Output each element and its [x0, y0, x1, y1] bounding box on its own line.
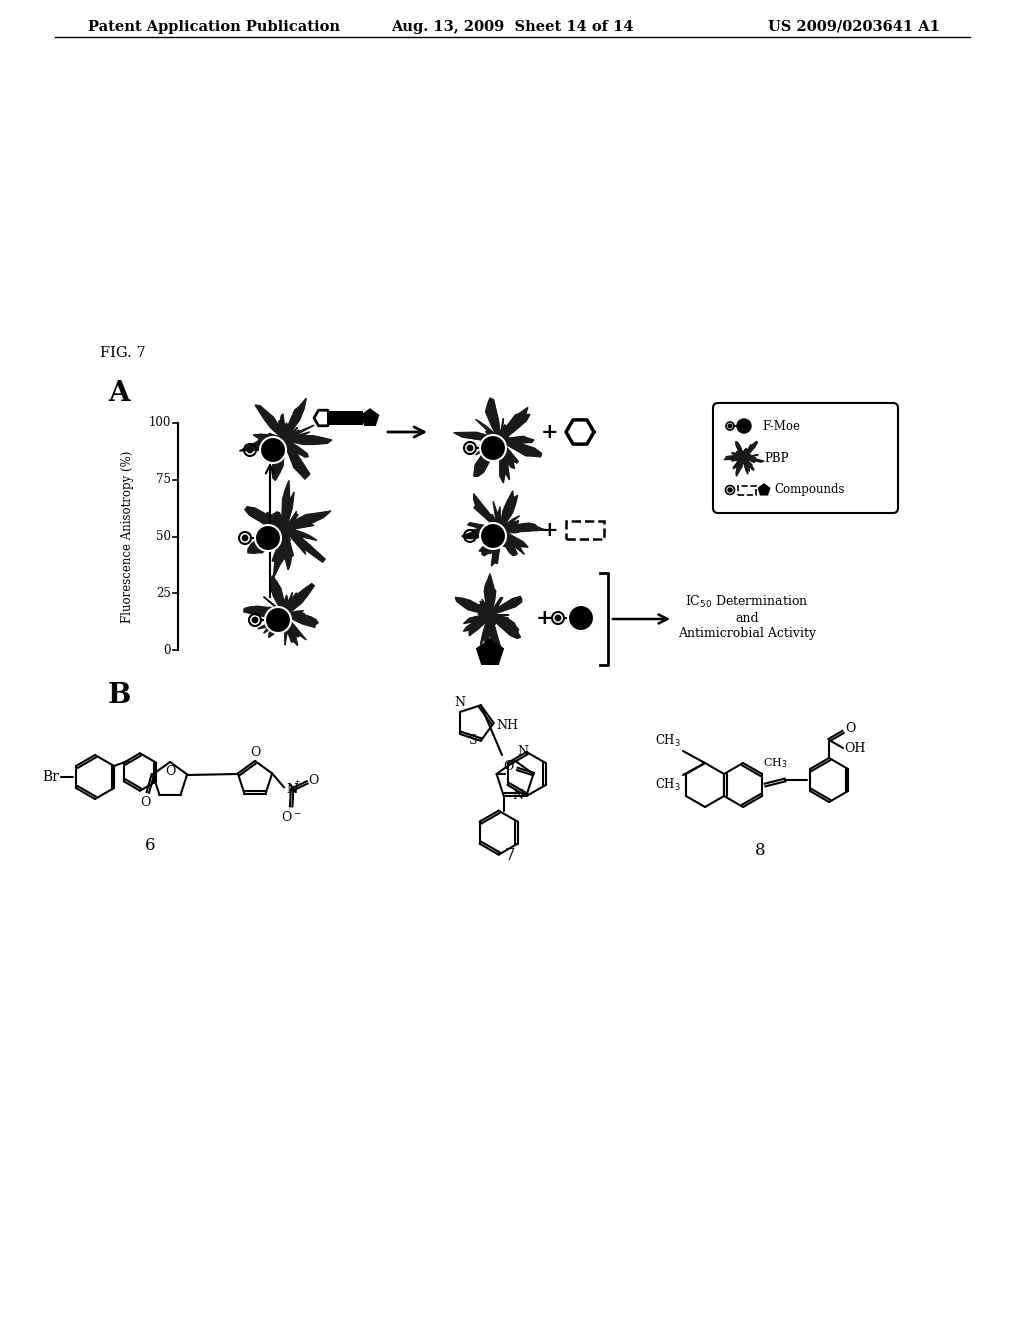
Text: OH: OH	[844, 742, 865, 755]
Text: O: O	[845, 722, 855, 735]
Text: N: N	[455, 696, 465, 709]
Circle shape	[555, 615, 561, 620]
Circle shape	[252, 618, 258, 623]
Text: O: O	[308, 774, 318, 787]
Text: 7: 7	[505, 847, 515, 865]
Text: 6: 6	[144, 837, 156, 854]
Circle shape	[248, 447, 253, 453]
Circle shape	[480, 436, 506, 461]
Circle shape	[728, 488, 732, 492]
Polygon shape	[759, 484, 770, 495]
Text: O$^-$: O$^-$	[281, 810, 301, 825]
Circle shape	[728, 424, 732, 428]
Polygon shape	[477, 639, 504, 664]
FancyBboxPatch shape	[713, 403, 898, 513]
Polygon shape	[454, 399, 542, 483]
Text: CH$_3$: CH$_3$	[763, 756, 787, 770]
Text: Compounds: Compounds	[774, 483, 845, 496]
Text: N: N	[512, 789, 523, 803]
Circle shape	[467, 533, 473, 539]
Text: IC$_{50}$ Determination
and
Antimicrobial Activity: IC$_{50}$ Determination and Antimicrobia…	[678, 594, 816, 640]
Text: 100: 100	[148, 417, 171, 429]
Text: Br: Br	[42, 770, 59, 784]
Polygon shape	[724, 442, 764, 477]
Text: S: S	[469, 734, 478, 747]
Bar	[566, 521, 604, 539]
Circle shape	[480, 523, 506, 549]
Text: F-Moe: F-Moe	[762, 420, 800, 433]
Text: Patent Application Publication: Patent Application Publication	[88, 20, 340, 34]
Text: N: N	[517, 744, 528, 758]
Text: 75: 75	[156, 474, 171, 486]
Text: O: O	[165, 766, 175, 777]
Polygon shape	[462, 491, 545, 566]
Text: Fluorescence Anisotropy (%): Fluorescence Anisotropy (%)	[122, 450, 134, 623]
Text: PBP: PBP	[764, 451, 788, 465]
Text: CH$_3$: CH$_3$	[655, 733, 681, 748]
Polygon shape	[240, 399, 332, 480]
Text: +: +	[542, 422, 559, 442]
Text: CH$_3$: CH$_3$	[655, 777, 681, 793]
Polygon shape	[245, 480, 331, 578]
Text: 25: 25	[156, 587, 171, 599]
Polygon shape	[456, 574, 521, 649]
Text: +: +	[537, 609, 554, 628]
Text: A: A	[108, 380, 130, 407]
Circle shape	[243, 536, 248, 541]
Text: 8: 8	[755, 842, 765, 859]
Text: FIG. 7: FIG. 7	[100, 346, 145, 360]
Circle shape	[260, 437, 286, 463]
Bar	[738, 486, 756, 495]
Polygon shape	[244, 576, 318, 645]
Bar	[327, 411, 362, 425]
Circle shape	[265, 607, 291, 634]
Text: B: B	[108, 682, 131, 709]
Text: N: N	[286, 783, 298, 796]
Text: US 2009/0203641 A1: US 2009/0203641 A1	[768, 20, 940, 34]
Polygon shape	[361, 409, 379, 425]
Circle shape	[737, 418, 751, 433]
Text: 50: 50	[156, 531, 171, 543]
Text: NH: NH	[497, 718, 518, 731]
Text: $^+$: $^+$	[293, 780, 301, 789]
Text: +: +	[542, 520, 559, 540]
Circle shape	[568, 605, 594, 631]
Text: Aug. 13, 2009  Sheet 14 of 14: Aug. 13, 2009 Sheet 14 of 14	[391, 20, 633, 34]
Circle shape	[255, 525, 281, 550]
Text: O: O	[140, 796, 151, 809]
Text: O: O	[250, 746, 260, 759]
Circle shape	[467, 445, 473, 450]
Text: 0: 0	[164, 644, 171, 656]
Text: O: O	[503, 759, 513, 772]
